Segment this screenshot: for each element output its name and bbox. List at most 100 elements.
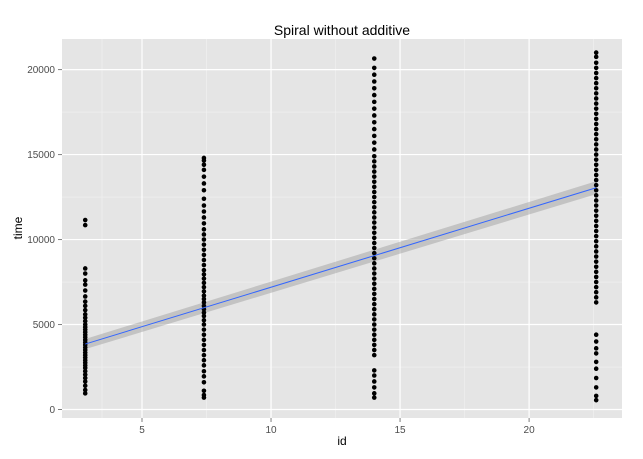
- data-point: [371, 194, 377, 200]
- data-point: [201, 300, 207, 305]
- data-point: [371, 106, 377, 111]
- data-point: [593, 111, 599, 117]
- data-point: [371, 379, 377, 384]
- data-point: [82, 271, 88, 276]
- data-point: [593, 223, 599, 229]
- data-point: [593, 289, 599, 295]
- data-point: [201, 252, 207, 258]
- data-point: [82, 299, 88, 304]
- data-point: [201, 374, 207, 379]
- data-point: [82, 322, 88, 327]
- data-point: [371, 56, 377, 61]
- data-point: [593, 264, 599, 270]
- data-point: [371, 92, 377, 98]
- data-point: [371, 395, 377, 400]
- data-point: [371, 184, 377, 190]
- data-point: [593, 96, 599, 101]
- data-point: [593, 208, 599, 213]
- data-point: [82, 217, 88, 223]
- data-point: [82, 387, 88, 393]
- data-point: [82, 391, 88, 396]
- data-point: [593, 366, 599, 372]
- data-point: [201, 352, 207, 358]
- data-point: [371, 199, 377, 205]
- data-point: [201, 368, 207, 374]
- x-axis-title: id: [337, 434, 346, 448]
- data-point: [371, 99, 377, 105]
- data-point: [201, 332, 207, 338]
- data-point: [593, 284, 599, 290]
- data-point: [371, 271, 377, 276]
- data-point: [593, 238, 599, 244]
- data-point: [371, 119, 377, 125]
- data-point: [201, 174, 207, 179]
- data-point: [82, 379, 88, 384]
- data-point: [371, 79, 377, 84]
- data-point: [593, 259, 599, 264]
- y-axis-title: time: [11, 216, 25, 239]
- data-point: [371, 261, 377, 266]
- data-point: [201, 196, 207, 202]
- data-point: [371, 140, 377, 145]
- data-point: [593, 218, 599, 224]
- data-point: [593, 162, 599, 168]
- data-point: [201, 155, 207, 161]
- data-point: [201, 317, 207, 323]
- data-point: [201, 342, 207, 348]
- data-point: [82, 383, 88, 389]
- data-point: [371, 235, 377, 241]
- data-point: [82, 318, 88, 324]
- data-point: [371, 332, 377, 338]
- data-point: [201, 242, 207, 247]
- data-point: [82, 222, 88, 228]
- data-point: [371, 189, 377, 195]
- data-point: [593, 269, 599, 275]
- data-point: [593, 85, 599, 91]
- data-point: [593, 121, 599, 127]
- data-point: [201, 276, 207, 281]
- data-point: [371, 133, 377, 139]
- y-axis-ticks: 0 5000 10000 15000 20000: [27, 65, 62, 416]
- data-point: [82, 312, 88, 317]
- y-tick-label: 0: [49, 405, 55, 416]
- data-point: [201, 209, 207, 214]
- data-point: [201, 284, 207, 290]
- data-point: [371, 255, 377, 261]
- x-tick-label: 5: [139, 425, 145, 436]
- data-point: [593, 339, 599, 344]
- data-point: [201, 322, 207, 327]
- data-point: [82, 278, 88, 283]
- data-point: [593, 75, 599, 81]
- data-point: [82, 288, 88, 293]
- x-tick-label: 15: [395, 425, 407, 436]
- data-point: [82, 307, 88, 313]
- data-point: [593, 249, 599, 254]
- data-point: [593, 101, 599, 106]
- data-point: [201, 293, 207, 298]
- data-point: [593, 172, 599, 178]
- data-point: [201, 187, 207, 193]
- data-point: [201, 215, 207, 220]
- data-point: [593, 70, 599, 76]
- y-tick-label: 5000: [33, 320, 56, 331]
- data-point: [593, 295, 599, 300]
- confidence-ribbon: [85, 181, 597, 350]
- data-point: [593, 187, 599, 193]
- data-point: [371, 391, 377, 396]
- data-point: [371, 179, 377, 185]
- data-point: [371, 215, 377, 220]
- data-point: [201, 357, 207, 363]
- data-point: [371, 306, 377, 312]
- data-point: [82, 266, 88, 271]
- data-point: [371, 164, 377, 169]
- data-point: [371, 266, 377, 271]
- data-point: [593, 213, 599, 219]
- data-point: [201, 392, 207, 398]
- data-point: [371, 281, 377, 287]
- data-point: [593, 60, 599, 66]
- data-point: [201, 267, 207, 273]
- data-point: [371, 312, 377, 317]
- data-point: [201, 232, 207, 237]
- data-point: [593, 91, 599, 96]
- data-point: [593, 279, 599, 285]
